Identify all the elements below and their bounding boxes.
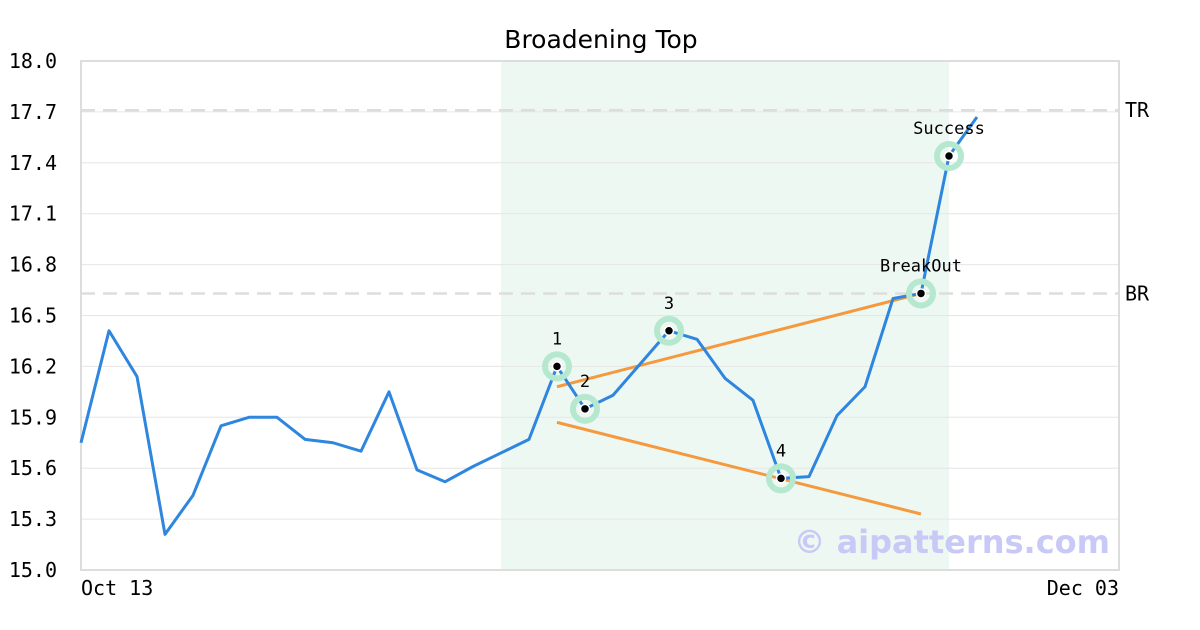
point-label: 3	[664, 294, 674, 314]
y-tick-label: 17.7	[9, 100, 57, 124]
point-halo	[542, 351, 572, 382]
trendlines	[556, 291, 922, 516]
level-label-tr: TR	[1125, 98, 1150, 122]
plot-frame	[80, 60, 1120, 571]
x-tick-label: Dec 03	[1047, 576, 1119, 600]
point-marker	[551, 361, 563, 372]
point-halo	[934, 141, 964, 172]
chart-title: Broadening Top	[504, 25, 697, 54]
point-label: 4	[776, 441, 786, 461]
price-series-line	[79, 116, 979, 536]
y-tick-label: 18.0	[9, 49, 57, 73]
watermark: © aipatterns.com	[793, 523, 1110, 561]
y-tick-label: 16.8	[9, 253, 57, 277]
level-lines: TR BR	[81, 98, 1150, 305]
y-axis-ticks: 15.0 15.3 15.6 15.9 16.2 16.5 16.8 17.1 17.4 17.7…	[9, 49, 57, 582]
point-label: BreakOut	[880, 256, 962, 276]
x-axis-ticks: Oct 13 Dec 03	[81, 576, 1119, 600]
level-label-br: BR	[1125, 281, 1150, 305]
point-marker	[915, 288, 927, 299]
point-label: Success	[913, 119, 985, 139]
point-marker	[579, 403, 591, 415]
point-marker	[663, 325, 675, 337]
pattern-points: 1 2 3 4 BreakOut Success	[542, 119, 985, 494]
trendline	[556, 420, 922, 516]
y-tick-label: 15.0	[9, 558, 57, 582]
point-halo	[766, 463, 796, 494]
y-tick-label: 15.3	[9, 507, 57, 531]
point-label: 2	[580, 372, 590, 392]
trendline	[556, 291, 922, 389]
point-label: 1	[552, 329, 562, 349]
point-marker	[943, 150, 955, 162]
point-halo	[654, 315, 684, 346]
y-tick-label: 15.9	[9, 405, 57, 429]
point-halo	[906, 278, 936, 309]
point-marker	[775, 473, 787, 484]
y-tick-label: 16.5	[9, 304, 57, 328]
point-halo	[570, 393, 600, 424]
y-tick-label: 17.1	[9, 202, 57, 226]
y-tick-label: 15.6	[9, 456, 57, 480]
y-tick-label: 17.4	[9, 151, 57, 175]
y-tick-label: 16.2	[9, 354, 57, 378]
x-tick-label: Oct 13	[81, 576, 153, 600]
